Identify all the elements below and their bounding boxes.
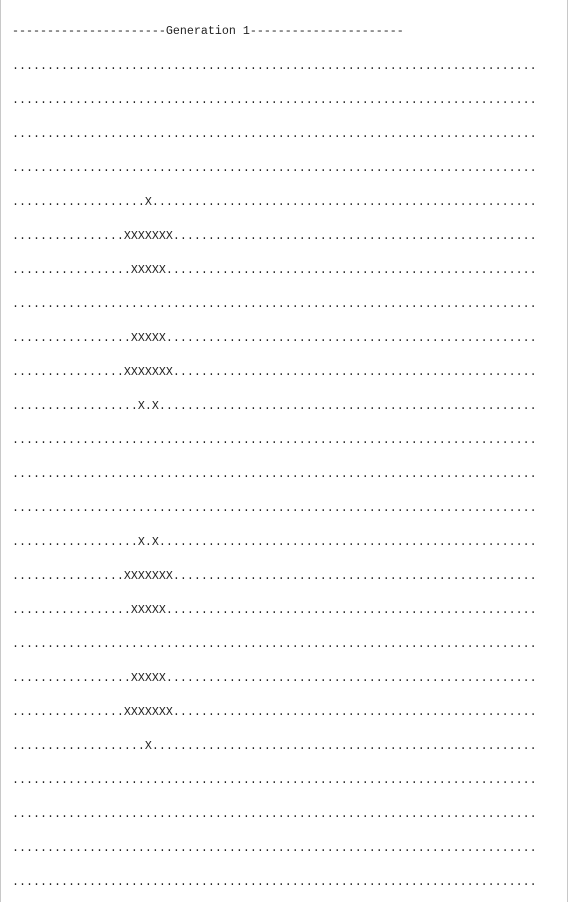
grid-row: .................XXXXX..................… xyxy=(12,603,537,617)
grid-row: .................XXXXX..................… xyxy=(12,263,537,277)
grid-row: .................XXXXX..................… xyxy=(12,671,537,685)
grid-row: ................XXXXXXX.................… xyxy=(12,365,537,379)
grid-row: ........................................… xyxy=(12,467,537,481)
grid-row: ........................................… xyxy=(12,297,537,311)
grid-row: ........................................… xyxy=(12,93,537,107)
grid-row: ........................................… xyxy=(12,59,537,73)
grid-row: ........................................… xyxy=(12,637,537,651)
grid-row: ...................X....................… xyxy=(12,739,537,753)
grid-row: ........................................… xyxy=(12,127,537,141)
generation-header: ----------------------Generation 1------… xyxy=(12,24,404,38)
grid-row: ........................................… xyxy=(12,433,537,447)
grid-row: ................XXXXXXX.................… xyxy=(12,229,537,243)
grid-row: ........................................… xyxy=(12,773,537,787)
grid-row: ........................................… xyxy=(12,161,537,175)
grid-row: ........................................… xyxy=(12,841,537,855)
grid-row: ................XXXXXXX.................… xyxy=(12,569,537,583)
grid-row: ..................X.X...................… xyxy=(12,399,537,413)
grid-row: ...................X....................… xyxy=(12,195,537,209)
grid-row: ........................................… xyxy=(12,875,537,889)
grid-row: ........................................… xyxy=(12,501,537,515)
grid-row: ..................X.X...................… xyxy=(12,535,537,549)
grid-row: .................XXXXX..................… xyxy=(12,331,537,345)
grid-row: ........................................… xyxy=(12,807,537,821)
grid-row: ................XXXXXXX.................… xyxy=(12,705,537,719)
